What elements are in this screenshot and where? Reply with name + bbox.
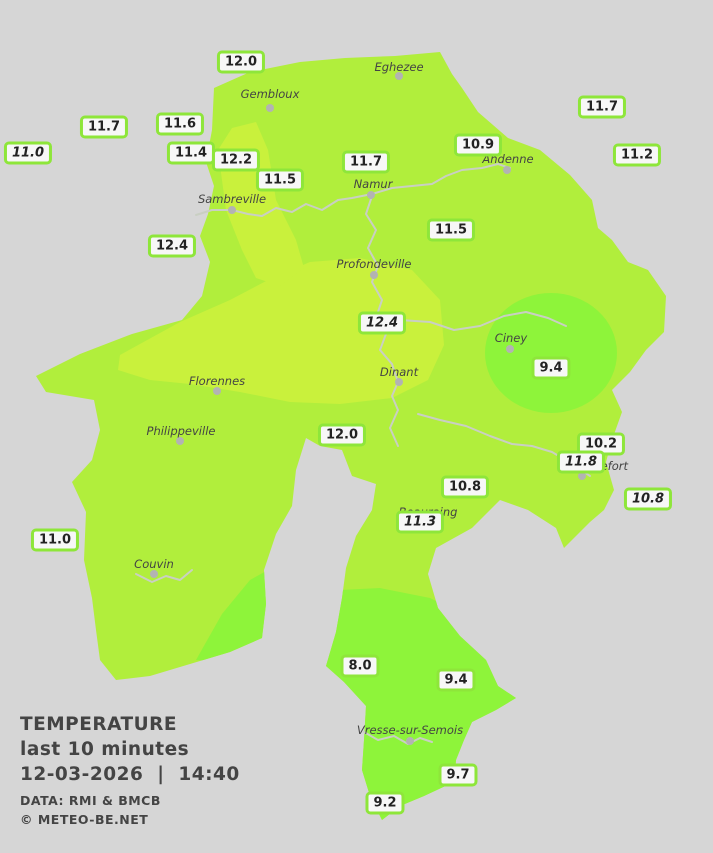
temperature-badge: 11.4	[166, 141, 216, 165]
city-dot-florennes	[213, 387, 221, 395]
temperature-badge: 11.6	[155, 112, 205, 136]
cool-zone-south	[300, 588, 520, 820]
temperature-badge: 11.0	[3, 141, 53, 165]
legend-title: TEMPERATURE	[20, 714, 178, 735]
city-dot-andenne	[503, 166, 511, 174]
city-label-ciney: Ciney	[495, 331, 528, 345]
temperature-badge: 11.7	[341, 150, 391, 174]
city-label-philippeville: Philippeville	[147, 424, 216, 438]
city-dot-namur	[367, 191, 375, 199]
temperature-badge: 12.2	[211, 148, 261, 172]
temperature-badge: 9.7	[438, 763, 478, 787]
warm-zone-west	[118, 258, 444, 404]
city-dot-ciney	[506, 345, 514, 353]
city-label-namur: Namur	[354, 177, 394, 191]
temperature-badge: 10.9	[453, 133, 503, 157]
city-label-couvin: Couvin	[134, 557, 174, 571]
temperature-badge: 12.4	[357, 311, 407, 335]
cool-zone-ciney	[485, 293, 617, 413]
city-label-eghezee: Eghezee	[374, 60, 423, 74]
city-label-profondeville: Profondeville	[337, 257, 412, 271]
legend-period: last 10 minutes	[20, 739, 190, 760]
temperature-badge: 11.8	[556, 450, 606, 474]
city-markers	[150, 72, 586, 745]
temperature-badge: 11.5	[426, 218, 476, 242]
river-lesse	[399, 311, 567, 331]
city-dot-rochefort	[578, 472, 586, 480]
river-sambre-meuse	[195, 163, 511, 217]
river-couvin	[135, 569, 193, 583]
city-label-gembloux: Gembloux	[241, 87, 300, 101]
city-dot-dinant	[395, 378, 403, 386]
city-dot-eghezee	[395, 72, 403, 80]
city-label-florennes: Florennes	[189, 374, 245, 388]
temperature-badge: 11.7	[79, 115, 129, 139]
temperature-badge: 11.7	[577, 95, 627, 119]
temperature-badge: 9.4	[436, 668, 476, 692]
temperature-badge: 9.4	[531, 356, 571, 380]
legend-datetime: 12-03-2026 | 14:40	[20, 764, 240, 785]
map-legend: TEMPERATURE last 10 minutes 12-03-2026 |…	[20, 712, 240, 829]
city-dot-sambreville	[228, 206, 236, 214]
temperature-badge: 11.3	[395, 510, 445, 534]
river-semois	[363, 731, 433, 745]
temperature-badge: 11.5	[255, 168, 305, 192]
temperature-badge: 8.0	[340, 654, 380, 678]
cool-zone-southwest	[196, 570, 280, 662]
temperature-badge: 11.2	[612, 143, 662, 167]
temperature-badge: 9.2	[365, 791, 405, 815]
city-dot-couvin	[150, 570, 158, 578]
temperature-badge: 12.0	[317, 423, 367, 447]
temperature-badge: 12.4	[147, 234, 197, 258]
legend-copyright: © METEO-BE.NET	[20, 812, 149, 827]
city-label-vresse-sur-semois: Vresse-sur-Semois	[357, 723, 463, 737]
temperature-badge: 10.8	[440, 475, 490, 499]
temperature-badge: 11.0	[30, 528, 80, 552]
city-label-dinant: Dinant	[380, 365, 419, 379]
city-dot-profondeville	[370, 271, 378, 279]
city-dot-philippeville	[176, 437, 184, 445]
temperature-badge: 10.8	[623, 487, 673, 511]
legend-source: DATA: RMI & BMCB	[20, 793, 161, 808]
city-label-sambreville: Sambreville	[198, 192, 266, 206]
temperature-badge: 12.0	[216, 50, 266, 74]
city-dot-vresse-sur-semois	[406, 737, 414, 745]
city-dot-gembloux	[266, 104, 274, 112]
